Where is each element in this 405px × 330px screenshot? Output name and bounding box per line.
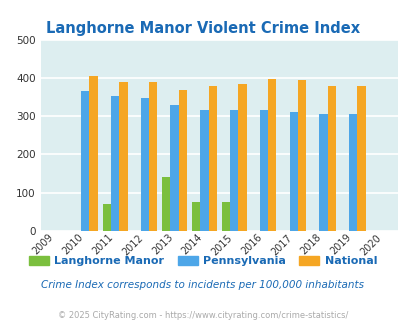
Bar — [200, 111, 208, 231]
Bar — [208, 86, 216, 231]
Bar — [229, 111, 238, 231]
Bar — [89, 76, 98, 231]
Text: © 2025 CityRating.com - https://www.cityrating.com/crime-statistics/: © 2025 CityRating.com - https://www.city… — [58, 311, 347, 320]
Text: Crime Index corresponds to incidents per 100,000 inhabitants: Crime Index corresponds to incidents per… — [41, 280, 364, 290]
Bar — [267, 79, 276, 231]
Bar — [221, 202, 229, 231]
Bar — [140, 98, 149, 231]
Bar — [327, 85, 335, 231]
Bar — [178, 90, 187, 231]
Bar — [170, 106, 178, 231]
Bar — [348, 114, 356, 231]
Bar — [192, 202, 200, 231]
Bar — [111, 96, 119, 231]
Bar — [238, 84, 246, 231]
Legend: Langhorne Manor, Pennsylvania, National: Langhorne Manor, Pennsylvania, National — [24, 251, 381, 271]
Bar — [162, 178, 170, 231]
Bar — [318, 114, 327, 231]
Text: Langhorne Manor Violent Crime Index: Langhorne Manor Violent Crime Index — [46, 21, 359, 36]
Bar — [102, 204, 111, 231]
Bar — [119, 82, 127, 231]
Bar — [289, 112, 297, 231]
Bar — [356, 85, 365, 231]
Bar — [81, 91, 89, 231]
Bar — [259, 111, 267, 231]
Bar — [297, 80, 305, 231]
Bar — [149, 82, 157, 231]
